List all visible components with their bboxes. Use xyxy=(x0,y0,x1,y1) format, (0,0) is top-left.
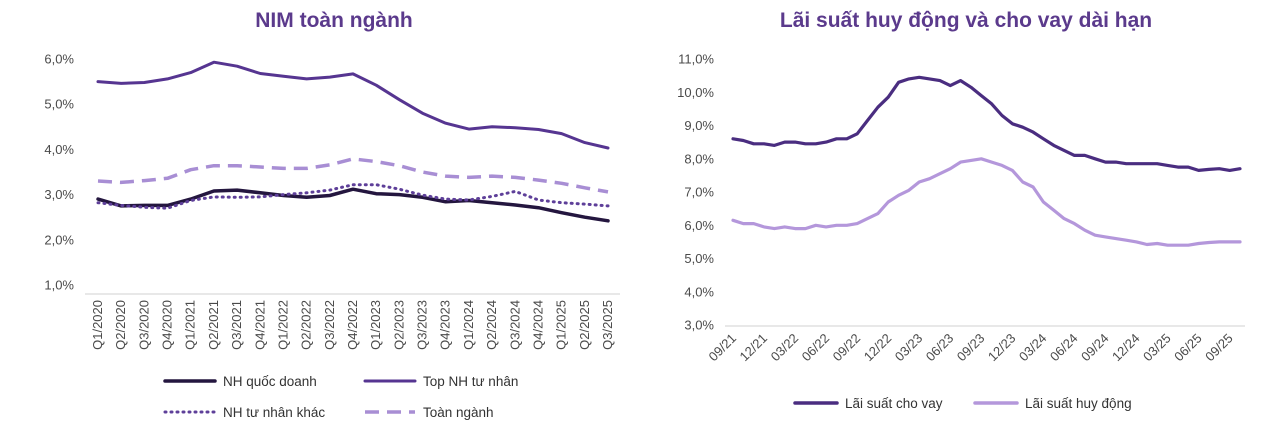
x-tick-label: Q2/2022 xyxy=(299,300,314,350)
x-tick-label: Q2/2024 xyxy=(484,300,499,350)
y-tick-label: 2,0% xyxy=(44,232,74,247)
y-tick-label: 5,0% xyxy=(684,251,714,266)
y-tick-label: 8,0% xyxy=(684,151,714,166)
x-tick-label: 06/24 xyxy=(1047,331,1081,365)
y-tick-label: 10,0% xyxy=(677,85,714,100)
x-tick-label: 03/24 xyxy=(1016,331,1050,365)
series-line xyxy=(731,157,1242,247)
nim-chart: NIM toàn ngành 1,0%2,0%3,0%4,0%5,0%6,0% … xyxy=(44,9,620,420)
x-tick-label: Q1/2022 xyxy=(275,300,290,350)
legend-label: Lãi suất huy động xyxy=(1025,396,1132,411)
x-tick-label: 09/22 xyxy=(830,331,864,365)
x-tick-label: Q2/2025 xyxy=(577,300,592,350)
series-line xyxy=(96,60,610,150)
y-tick-label: 6,0% xyxy=(684,218,714,233)
x-tick-label: Q4/2021 xyxy=(252,300,267,350)
y-tick-label: 11,0% xyxy=(678,52,714,67)
x-tick-label: 12/22 xyxy=(861,331,895,365)
y-tick-label: 4,0% xyxy=(684,284,714,299)
y-tick-label: 6,0% xyxy=(44,52,74,67)
x-tick-label: 09/21 xyxy=(706,331,740,365)
legend-label: Top NH tư nhân xyxy=(423,374,518,389)
x-tick-label: Q3/2023 xyxy=(415,300,430,350)
y-tick-label: 7,0% xyxy=(684,185,714,200)
y-tick-label: 5,0% xyxy=(44,97,74,112)
y-tick-label: 3,0% xyxy=(684,318,714,333)
x-tick-label: Q4/2024 xyxy=(530,300,545,350)
y-tick-label: 1,0% xyxy=(44,278,74,293)
x-tick-label: 12/23 xyxy=(985,331,1019,365)
x-tick-label: 06/25 xyxy=(1171,331,1205,365)
x-tick-label: Q1/2025 xyxy=(554,300,569,350)
x-tick-label: Q1/2024 xyxy=(461,300,476,350)
legend-label: NH tư nhân khác xyxy=(223,405,325,420)
x-tick-label: Q4/2022 xyxy=(345,300,360,350)
series-line xyxy=(96,183,610,210)
x-tick-label: 03/22 xyxy=(768,331,802,365)
series-line xyxy=(96,187,610,223)
y-tick-label: 9,0% xyxy=(684,118,714,133)
x-tick-label: Q3/2020 xyxy=(136,300,151,350)
legend-label: NH quốc doanh xyxy=(223,374,317,389)
y-tick-label: 3,0% xyxy=(44,187,74,202)
x-tick-label: Q1/2020 xyxy=(90,300,105,350)
x-tick-label: Q3/2022 xyxy=(322,300,337,350)
x-tick-label: 06/23 xyxy=(923,331,957,365)
x-tick-label: 06/22 xyxy=(799,331,833,365)
chart-title-nim: NIM toàn ngành xyxy=(255,9,412,32)
x-tick-label: Q1/2023 xyxy=(368,300,383,350)
x-tick-label: 09/23 xyxy=(954,331,988,365)
x-tick-label: Q2/2021 xyxy=(206,300,221,350)
x-tick-label: Q1/2021 xyxy=(183,300,198,350)
x-tick-label: 09/25 xyxy=(1202,331,1236,365)
x-tick-label: Q3/2025 xyxy=(600,300,615,350)
x-tick-label: Q4/2023 xyxy=(438,300,453,350)
chart-title-rates: Lãi suất huy động và cho vay dài hạn xyxy=(780,9,1152,32)
x-tick-label: Q2/2020 xyxy=(113,300,128,350)
series-line xyxy=(731,75,1242,172)
x-tick-label: Q3/2021 xyxy=(229,300,244,350)
legend-label: Lãi suất cho vay xyxy=(845,396,943,411)
x-tick-label: 12/24 xyxy=(1109,331,1143,365)
x-tick-label: Q2/2023 xyxy=(391,300,406,350)
x-tick-label: 09/24 xyxy=(1078,331,1112,365)
y-tick-label: 4,0% xyxy=(44,142,74,157)
legend-label: Toàn ngành xyxy=(423,405,494,420)
x-tick-label: 03/23 xyxy=(892,331,926,365)
series-line xyxy=(97,157,609,194)
x-tick-label: 03/25 xyxy=(1140,331,1174,365)
interest-rate-chart: Lãi suất huy động và cho vay dài hạn 3,0… xyxy=(677,9,1245,411)
x-tick-label: 12/21 xyxy=(737,331,771,365)
x-tick-label: Q3/2024 xyxy=(507,300,522,350)
x-tick-label: Q4/2020 xyxy=(160,300,175,350)
